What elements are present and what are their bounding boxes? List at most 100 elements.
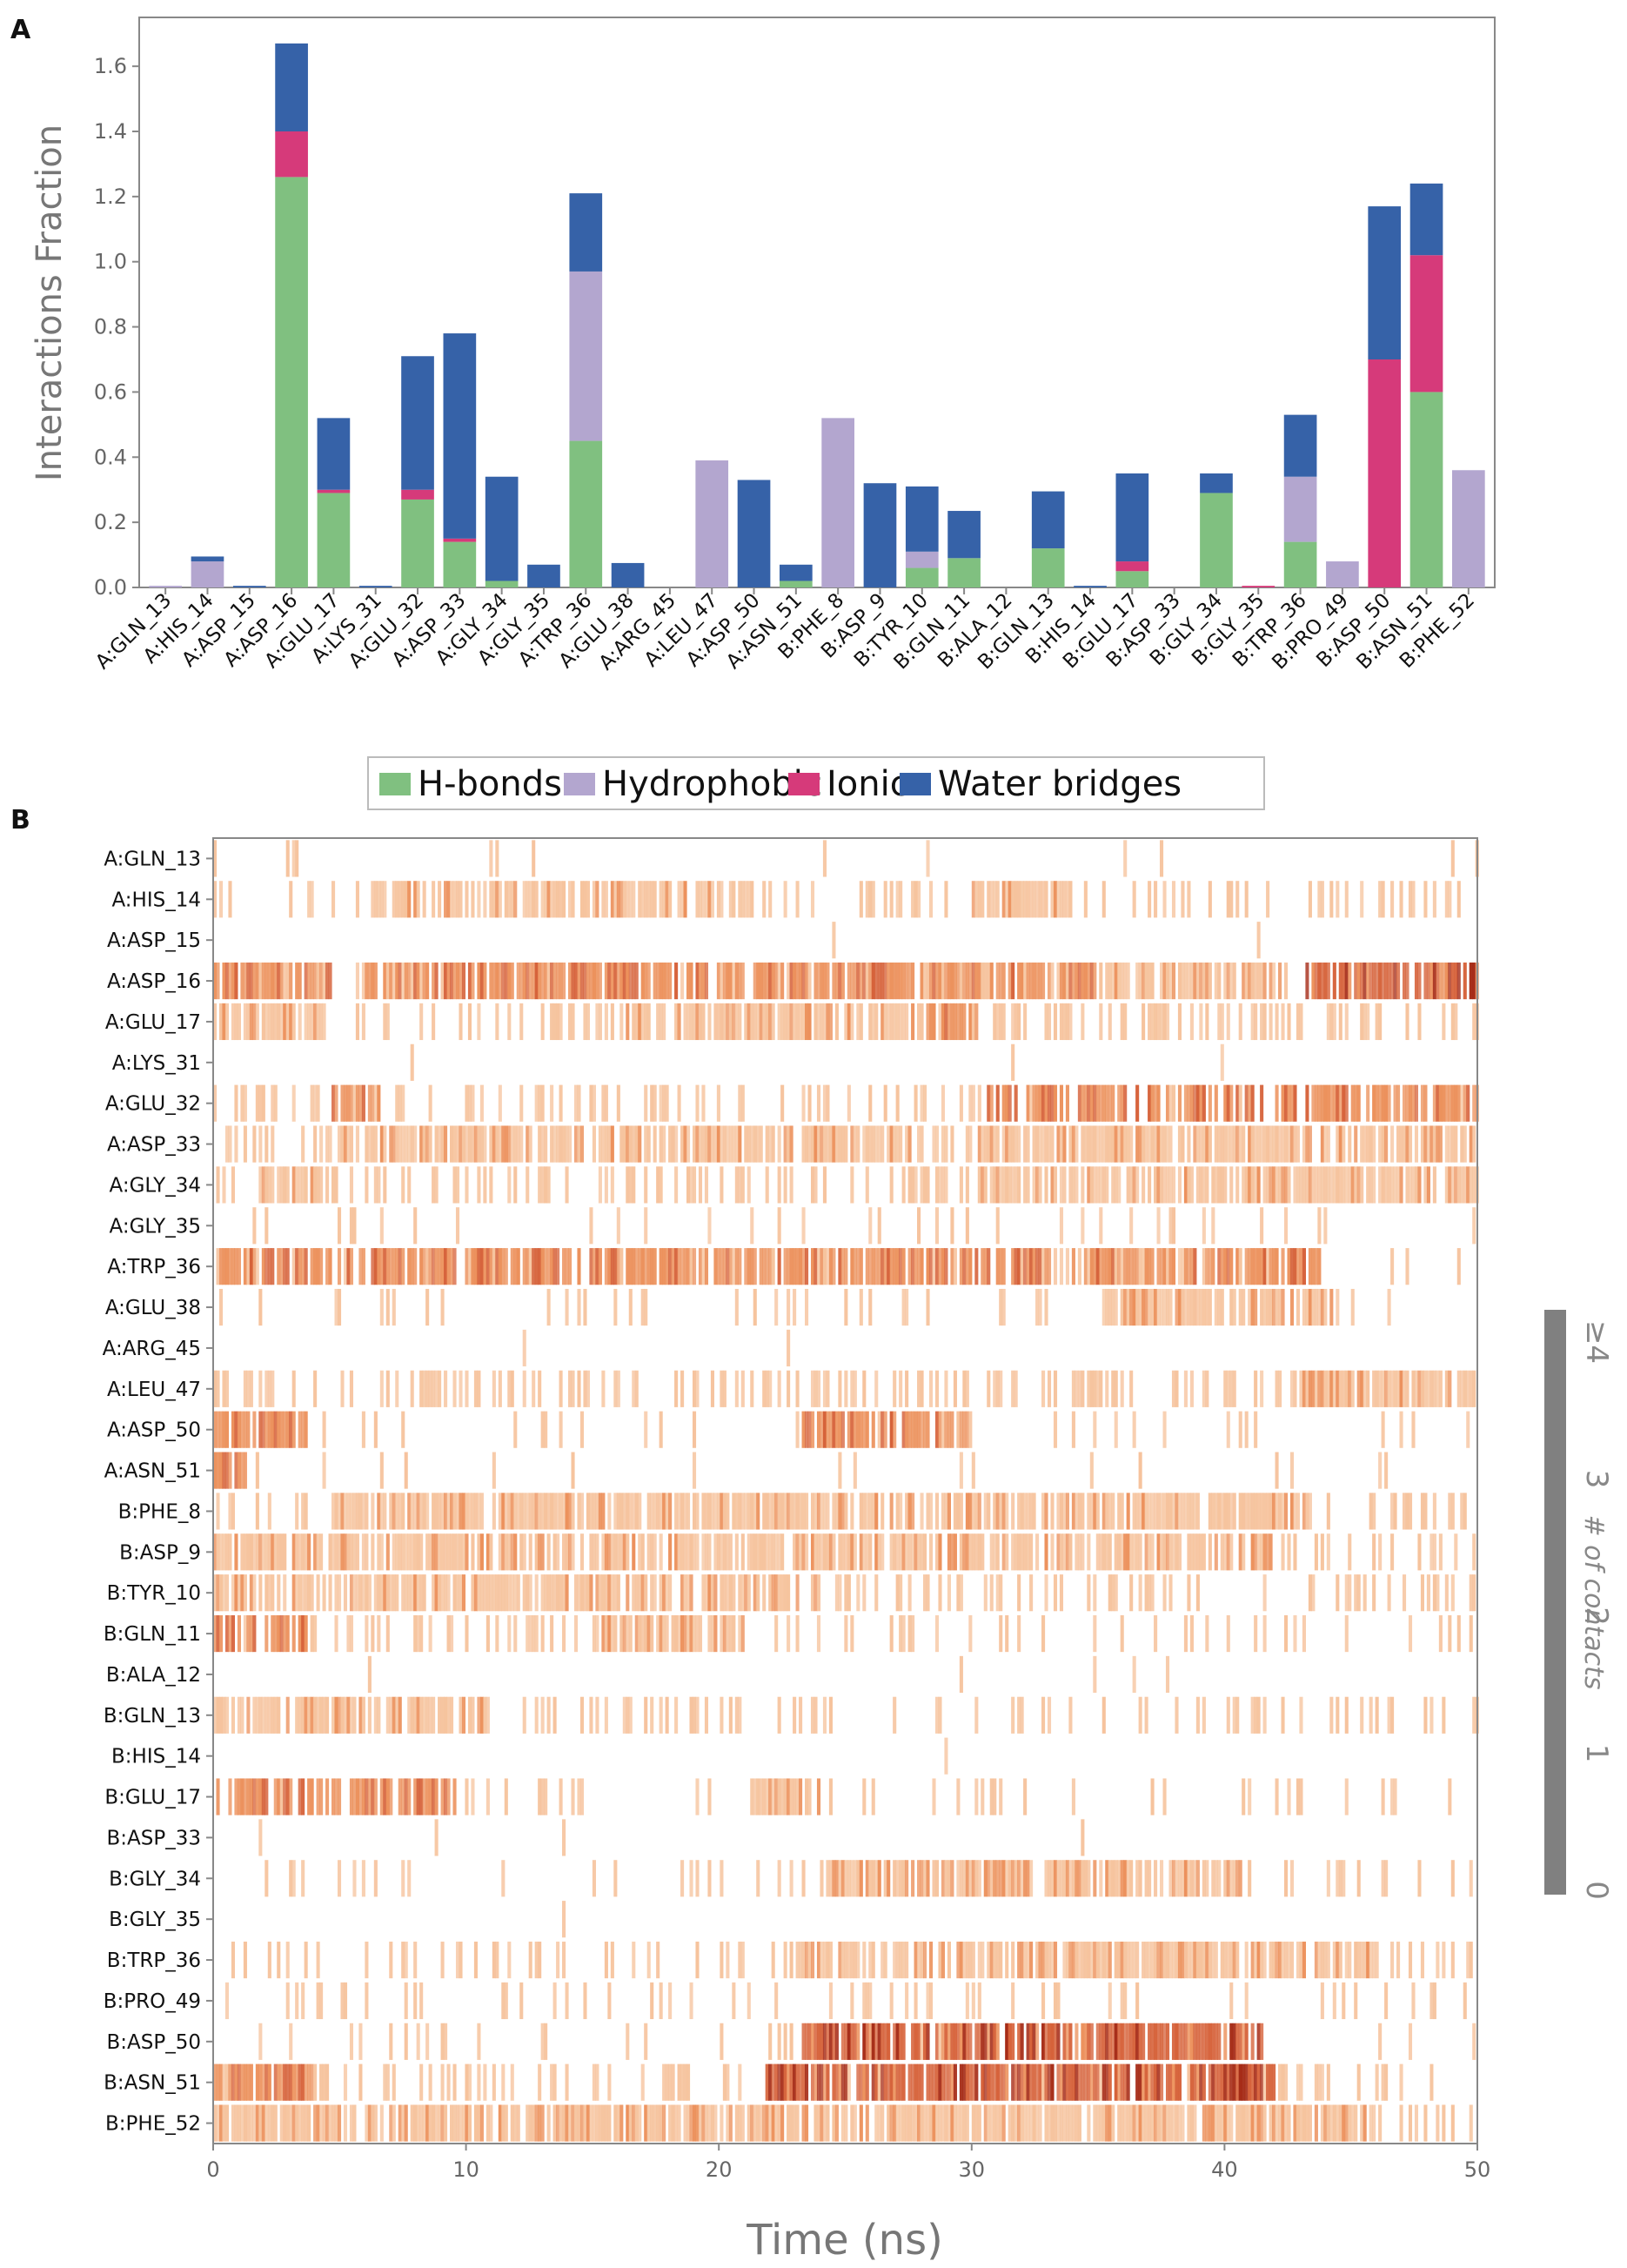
heatmap-cell [1378,1533,1383,1571]
heatmap-row [216,1778,1452,1815]
heatmap-cell [1220,1493,1224,1530]
heatmap-cell [613,2104,618,2142]
heatmap-cell [258,1084,263,1122]
heatmap-cell [862,1533,867,1571]
heatmap-cell [1165,2104,1170,2142]
heatmap-cell [659,1982,663,2020]
heatmap-cell [1332,1370,1336,1407]
heatmap-cell [1041,1696,1046,1734]
heatmap-cell [267,1696,271,1734]
heatmap-cell [355,1493,359,1530]
heatmap-cell [777,1003,781,1041]
heatmap-cell [261,1166,265,1204]
heatmap-cell [1393,1166,1397,1204]
heatmap-cell [995,1166,1000,1204]
heatmap-cell [644,962,648,1000]
heatmap-cell [604,881,608,918]
heatmap-cell [1017,962,1021,1000]
heatmap-cell [665,1574,669,1612]
heatmap-cell [1363,1370,1367,1407]
heatmap-cell [962,2023,967,2060]
heatmap-cell [528,1614,532,1653]
heatmap-cell [452,1778,457,1815]
heatmap-cell [934,1166,940,1204]
heatmap-cell [668,962,673,1000]
heatmap-cell [856,1941,860,1979]
heatmap-cell [1156,2104,1161,2142]
heatmap-cell [1436,1370,1440,1407]
heatmap-cell [1229,1941,1234,1979]
heatmap-cell [701,962,706,1000]
heatmap-cell [914,2104,918,2142]
heatmap-cell [795,881,800,918]
heatmap-cell [686,1166,691,1204]
heatmap-cell [1083,2023,1088,2060]
heatmap-cell [853,1125,857,1163]
heatmap-cell [373,1125,378,1163]
heatmap-cell [1062,881,1067,918]
heatmap-cell [1372,2104,1376,2142]
heatmap-cell [295,2063,299,2101]
heatmap-cell [899,962,903,1000]
heatmap-cell [1029,881,1034,918]
heatmap-cell [801,1941,806,1979]
heatmap-cell [893,1696,897,1734]
heatmap-cell [899,1614,903,1653]
heatmap-cell [771,962,775,1000]
heatmap-cell [877,1207,881,1245]
heatmap-cell [1148,1084,1152,1122]
heatmap-cell [680,1493,685,1530]
heatmap-cell [1214,1125,1218,1163]
heatmap-cell [1087,1941,1091,1979]
heatmap-cell [1059,1493,1064,1530]
heatmap-cell [807,1778,812,1815]
heatmap-cell [465,1084,469,1122]
heatmap-cell [540,881,545,918]
heatmap-cell [920,1003,924,1041]
heatmap-cell [1317,2063,1322,2101]
heatmap-cell [571,962,575,1000]
heatmap-cell [501,1533,506,1571]
heatmap-cell [795,1778,800,1815]
heatmap-cell [917,2023,921,2060]
heatmap-cell [956,1493,961,1530]
heatmap-cell [1171,1370,1176,1407]
heatmap-cell [1378,1452,1383,1489]
heatmap-cell [646,1941,651,1979]
heatmap-cell [646,1533,651,1571]
heatmap-cell [1087,2104,1091,2142]
heatmap-cell [626,1533,630,1571]
heatmap-cell [1350,1288,1355,1326]
heatmap-cell [404,1125,408,1163]
heatmap-cell [1065,1084,1069,1122]
heatmap-cell [1047,2063,1052,2101]
heatmap-cell [1399,2063,1403,2101]
heatmap-cell [820,1533,824,1571]
heatmap-cell [987,962,991,1000]
heatmap-cell [1208,881,1212,918]
heatmap-cell [401,1248,405,1285]
heatmap-cell [1326,1084,1330,1122]
heatmap-cell [905,1003,909,1041]
heatmap-cell [592,1125,596,1163]
heatmap-cell [416,2104,420,2142]
heatmap-cell [1193,1288,1197,1326]
heatmap-cell [334,1574,338,1612]
heatmap-cell [695,1493,700,1530]
heatmap-cell [868,1084,873,1122]
heatmap-cell [889,1982,894,2020]
heatmap-cell [413,1533,418,1571]
heatmap-cell [1336,1696,1340,1734]
heatmap-cell [328,1533,332,1571]
heatmap-cell [1235,1860,1240,1897]
heatmap-cell [789,1248,793,1285]
heatmap-cell [1177,2063,1182,2101]
heatmap-cell [1244,2104,1249,2142]
heatmap-cell [1026,962,1030,1000]
heatmap-cell [616,1574,620,1612]
heatmap-cell [1417,1370,1422,1407]
heatmap-cell [1053,1003,1058,1041]
heatmap-cell [579,1493,585,1530]
heatmap-cell [273,1696,278,1734]
heatmap-cell [1238,1248,1242,1285]
